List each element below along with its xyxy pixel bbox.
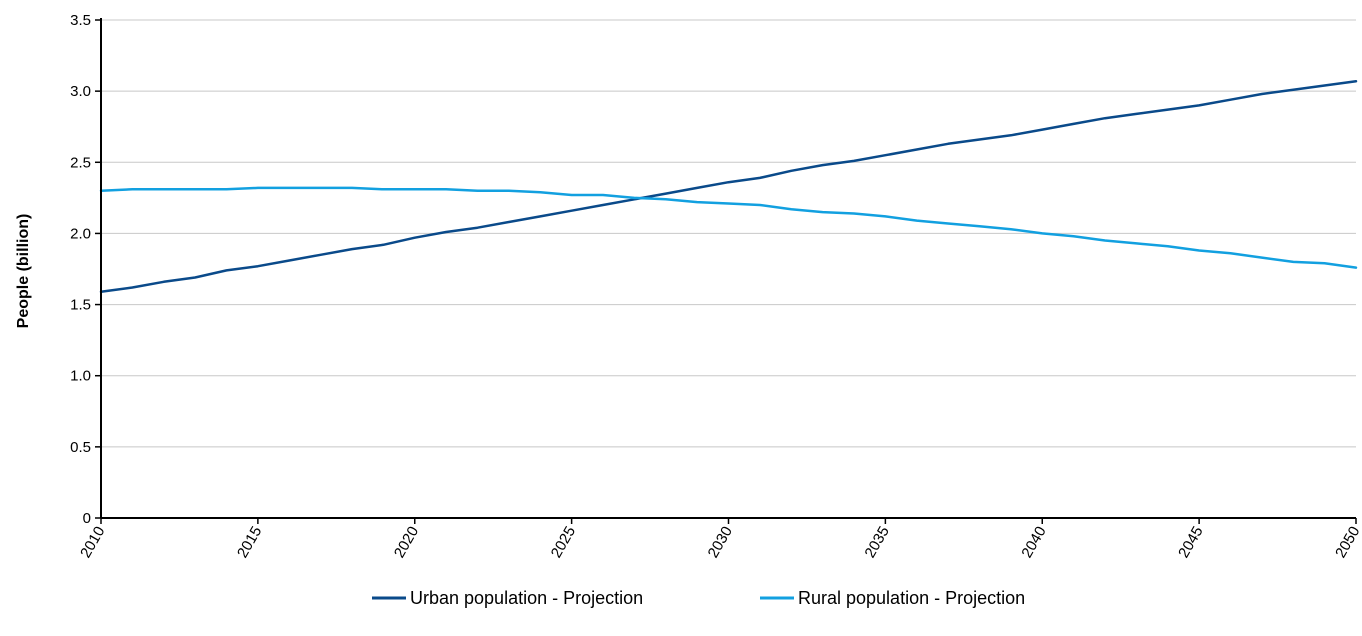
y-tick-label: 3.0 <box>70 83 91 100</box>
y-tick-label: 2.5 <box>70 154 91 171</box>
x-tick-label: 2045 <box>1175 524 1206 561</box>
urban-population-line <box>99 79 1358 294</box>
x-tick-label: 2015 <box>234 524 265 561</box>
y-tick-label: 3.5 <box>70 12 91 29</box>
y-tick-label: 0 <box>83 510 91 527</box>
y-tick-label: 1.0 <box>70 368 91 385</box>
y-axis-ticks: 0 0.5 1.0 1.5 2.0 2.5 3.0 3.5 <box>70 12 101 527</box>
y-tick-label: 2.0 <box>70 225 91 242</box>
x-tick-label: 2040 <box>1018 524 1049 561</box>
y-axis-title: People (billion) <box>15 214 32 329</box>
axes <box>100 18 1356 519</box>
x-tick-label: 2035 <box>861 524 892 561</box>
gridlines <box>101 19 1356 448</box>
x-tick-label: 2030 <box>705 524 736 561</box>
y-tick-label: 0.5 <box>70 439 91 456</box>
x-tick-label: 2050 <box>1332 524 1362 561</box>
x-tick-label: 2020 <box>391 524 422 561</box>
x-tick-label: 2010 <box>77 524 108 561</box>
y-tick-label: 1.5 <box>70 297 91 314</box>
legend: Urban population - Projection Rural popul… <box>372 588 1025 608</box>
legend-label: Urban population - Projection <box>410 588 643 608</box>
series-lines <box>99 79 1358 294</box>
legend-label: Rural population - Projection <box>798 588 1025 608</box>
legend-item-urban: Urban population - Projection <box>372 588 643 608</box>
x-axis-ticks: 2010 2015 2020 2025 2030 2035 2040 2045 2050 <box>77 518 1362 561</box>
legend-item-rural: Rural population - Projection <box>760 588 1025 608</box>
rural-population-line <box>99 186 1358 269</box>
x-tick-label: 2025 <box>548 524 579 561</box>
